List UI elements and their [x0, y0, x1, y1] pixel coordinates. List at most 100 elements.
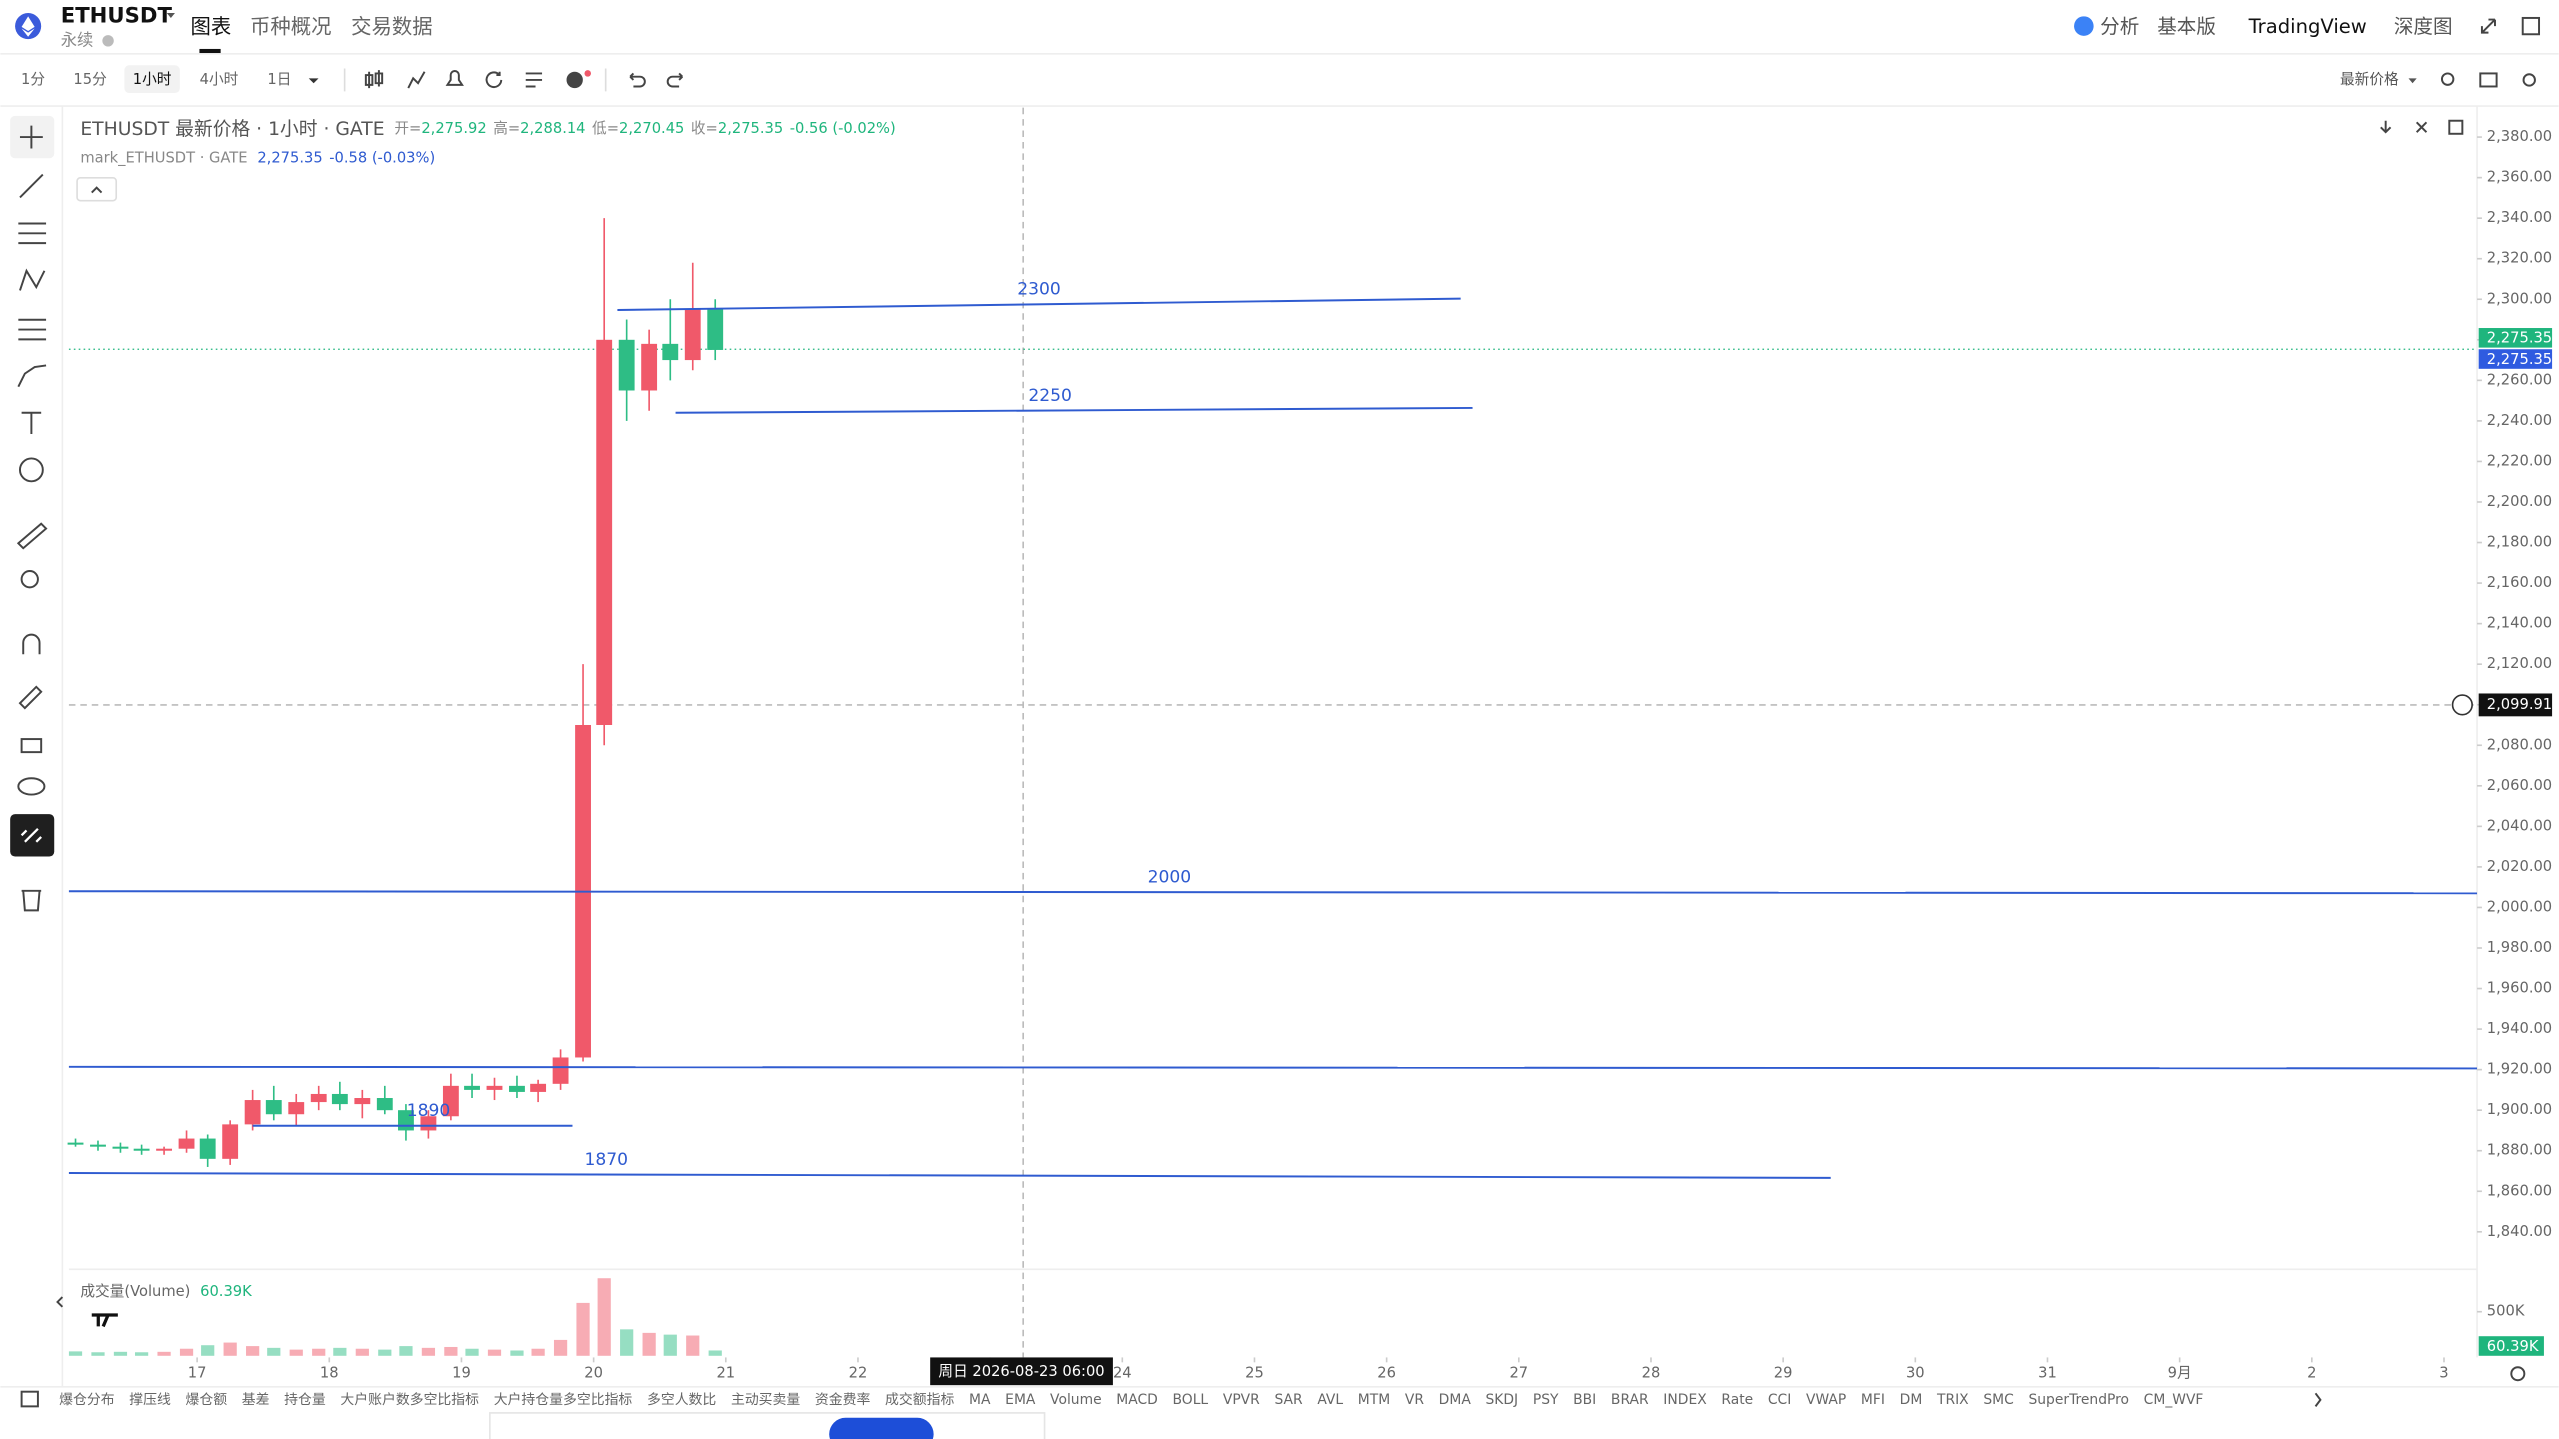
chart-button[interactable]: [2380, 120, 2392, 134]
add-alert-button[interactable]: [2451, 694, 2473, 716]
indicator-tab[interactable]: Rate: [1721, 1392, 1753, 1408]
chart-type-icon[interactable]: [364, 70, 384, 89]
dropdown-caret[interactable]: [2408, 78, 2417, 84]
indicator-tab[interactable]: 爆仓额: [186, 1392, 228, 1408]
collapse-icon[interactable]: [91, 186, 103, 194]
y-tick-label: 2,340.00: [2487, 209, 2552, 226]
interval[interactable]: 1小时: [133, 71, 172, 88]
interval[interactable]: 4小时: [200, 71, 239, 88]
scroll-right[interactable]: [2314, 1392, 2322, 1407]
chart-button[interactable]: [2415, 121, 2428, 133]
header-menu[interactable]: 基本版: [2157, 15, 2216, 38]
undo-icon[interactable]: [629, 72, 646, 88]
axis-settings[interactable]: [2510, 1366, 2526, 1382]
visibility-tool[interactable]: [17, 777, 46, 796]
indicator-tab[interactable]: AVL: [1317, 1392, 1343, 1408]
trendline-tool[interactable]: [19, 173, 44, 199]
indicator-tab[interactable]: INDEX: [1663, 1392, 1707, 1408]
indicator-tab[interactable]: SKDJ: [1486, 1392, 1519, 1408]
text-tool[interactable]: [21, 411, 42, 434]
template-icon[interactable]: [525, 72, 543, 88]
indicator-tab[interactable]: MFI: [1861, 1392, 1885, 1408]
chart-button[interactable]: [2448, 119, 2464, 135]
replay-icon[interactable]: [485, 71, 503, 89]
indicator-tab[interactable]: 主动买卖量: [731, 1392, 800, 1408]
settings-icon[interactable]: [2522, 73, 2536, 87]
indicator-tab[interactable]: BRAR: [1611, 1392, 1649, 1408]
indicator-tab[interactable]: CM_WVF: [2144, 1392, 2204, 1408]
volume-bar: [312, 1348, 326, 1356]
fullscreen-icon[interactable]: [2521, 16, 2541, 36]
indicator-tab[interactable]: CCI: [1768, 1392, 1791, 1408]
search-icon[interactable]: [2440, 72, 2455, 86]
indicator-tab[interactable]: SuperTrendPro: [2028, 1392, 2129, 1408]
collapse-button[interactable]: [76, 177, 118, 202]
indicator-tab[interactable]: DM: [1900, 1392, 1923, 1408]
indicator-tab[interactable]: 成交额指标: [885, 1391, 954, 1408]
indicator-icon[interactable]: [407, 71, 426, 89]
header-menu[interactable]: 分析: [2100, 15, 2139, 38]
indicator-tab[interactable]: Volume: [1050, 1392, 1102, 1408]
volume-collapse[interactable]: [56, 1296, 64, 1308]
indicator-tab[interactable]: VR: [1405, 1392, 1424, 1408]
indicator-tab[interactable]: BBI: [1573, 1392, 1596, 1408]
indicator-tab[interactable]: 持仓量: [284, 1392, 326, 1408]
tab[interactable]: 交易数据: [351, 15, 433, 39]
indicator-tab[interactable]: BOLL: [1173, 1392, 1209, 1408]
redo-icon[interactable]: [666, 72, 684, 88]
indicator-tab[interactable]: SAR: [1274, 1392, 1303, 1408]
indicator-tab[interactable]: 基差: [242, 1391, 270, 1408]
indicator-tab[interactable]: PSY: [1533, 1392, 1559, 1408]
badge: [584, 70, 591, 77]
delete-tool[interactable]: [21, 889, 42, 912]
indicator-tab[interactable]: MACD: [1116, 1392, 1158, 1408]
indicator-tab[interactable]: 大户账户数多空比指标: [340, 1391, 479, 1408]
price-source[interactable]: 最新价格: [2340, 71, 2399, 88]
lock-tool[interactable]: [20, 738, 43, 754]
indicator-tab[interactable]: VWAP: [1806, 1392, 1846, 1408]
channel-tool[interactable]: [18, 318, 47, 341]
indicator-tab[interactable]: MA: [969, 1392, 991, 1408]
indicator-tab[interactable]: SMC: [1983, 1392, 2013, 1408]
expand-icon[interactable]: [2480, 18, 2496, 34]
y-tick-label: 2,040.00: [2487, 817, 2552, 834]
camera-icon[interactable]: [2479, 72, 2498, 88]
plugin-icon[interactable]: [566, 71, 583, 89]
indicator-tab[interactable]: MTM: [1358, 1392, 1390, 1408]
mark-name: mark_ETHUSDT · GATE: [80, 149, 247, 166]
interval[interactable]: 1日: [267, 71, 291, 88]
indicator-tab[interactable]: EMA: [1005, 1392, 1036, 1408]
tab[interactable]: 图表: [190, 15, 231, 39]
ruler-tool[interactable]: [16, 522, 48, 550]
dropdown-caret[interactable]: [166, 13, 175, 18]
pattern-tool[interactable]: [19, 268, 46, 291]
interval-dropdown[interactable]: [308, 78, 319, 84]
zoom-tool[interactable]: [20, 570, 39, 589]
tab[interactable]: 币种概况: [250, 15, 332, 39]
fib-tool[interactable]: [18, 222, 47, 245]
lock-draw-tool[interactable]: [18, 685, 43, 710]
indicator-tab[interactable]: 资金费率: [815, 1391, 871, 1408]
header-menu[interactable]: TradingView: [2248, 15, 2367, 38]
volume-bar: [620, 1329, 634, 1356]
indicator-tab[interactable]: 大户持仓量多空比指标: [494, 1391, 633, 1408]
popup-button[interactable]: [829, 1417, 934, 1439]
indicator-tab[interactable]: 爆仓分布: [59, 1392, 115, 1408]
calendar-icon[interactable]: [20, 1390, 39, 1408]
indicator-tab[interactable]: 多空人数比: [647, 1391, 716, 1408]
interval[interactable]: 1分: [21, 71, 45, 88]
x-tick-label: 9月: [2168, 1365, 2192, 1382]
x-tick-label: 3: [2439, 1365, 2448, 1382]
magnet-tool[interactable]: [22, 633, 41, 655]
indicator-tab[interactable]: DMA: [1439, 1392, 1472, 1408]
emoji-tool[interactable]: [18, 457, 44, 483]
interval[interactable]: 15分: [73, 71, 107, 88]
indicator-tab[interactable]: 撑压线: [129, 1392, 171, 1408]
header-menu[interactable]: 深度图: [2394, 15, 2453, 38]
crosshair-tool[interactable]: [19, 125, 43, 149]
indicator-tab[interactable]: TRIX: [1936, 1392, 1969, 1408]
indicator-tab[interactable]: VPVR: [1223, 1392, 1260, 1408]
link-tool[interactable]: [20, 828, 42, 843]
alert-icon[interactable]: [445, 70, 464, 86]
brush-tool[interactable]: [17, 364, 47, 388]
